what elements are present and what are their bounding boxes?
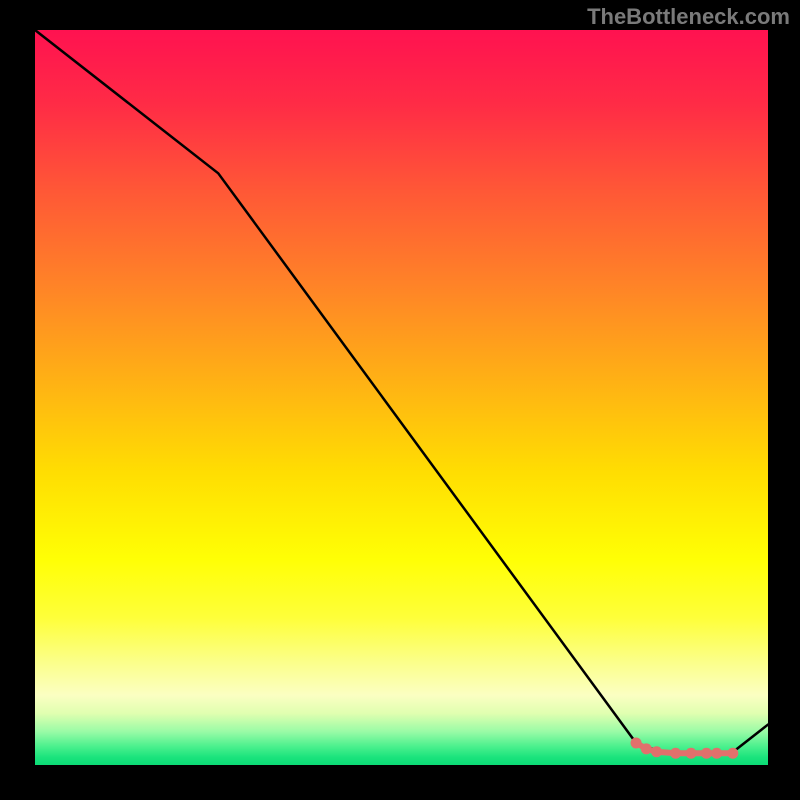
marker-dot [711, 748, 722, 759]
attribution-text: TheBottleneck.com [587, 4, 790, 30]
marker-dot [631, 737, 642, 748]
plot-area [35, 30, 768, 765]
marker-dot [686, 748, 697, 759]
marker-dot [651, 746, 662, 757]
marker-dot [727, 748, 738, 759]
marker-dot [641, 743, 652, 754]
marker-dot [670, 748, 681, 759]
marker-dot [701, 748, 712, 759]
chart-container: TheBottleneck.com [0, 0, 800, 800]
main-curve-path [35, 30, 768, 753]
chart-svg [35, 30, 768, 765]
